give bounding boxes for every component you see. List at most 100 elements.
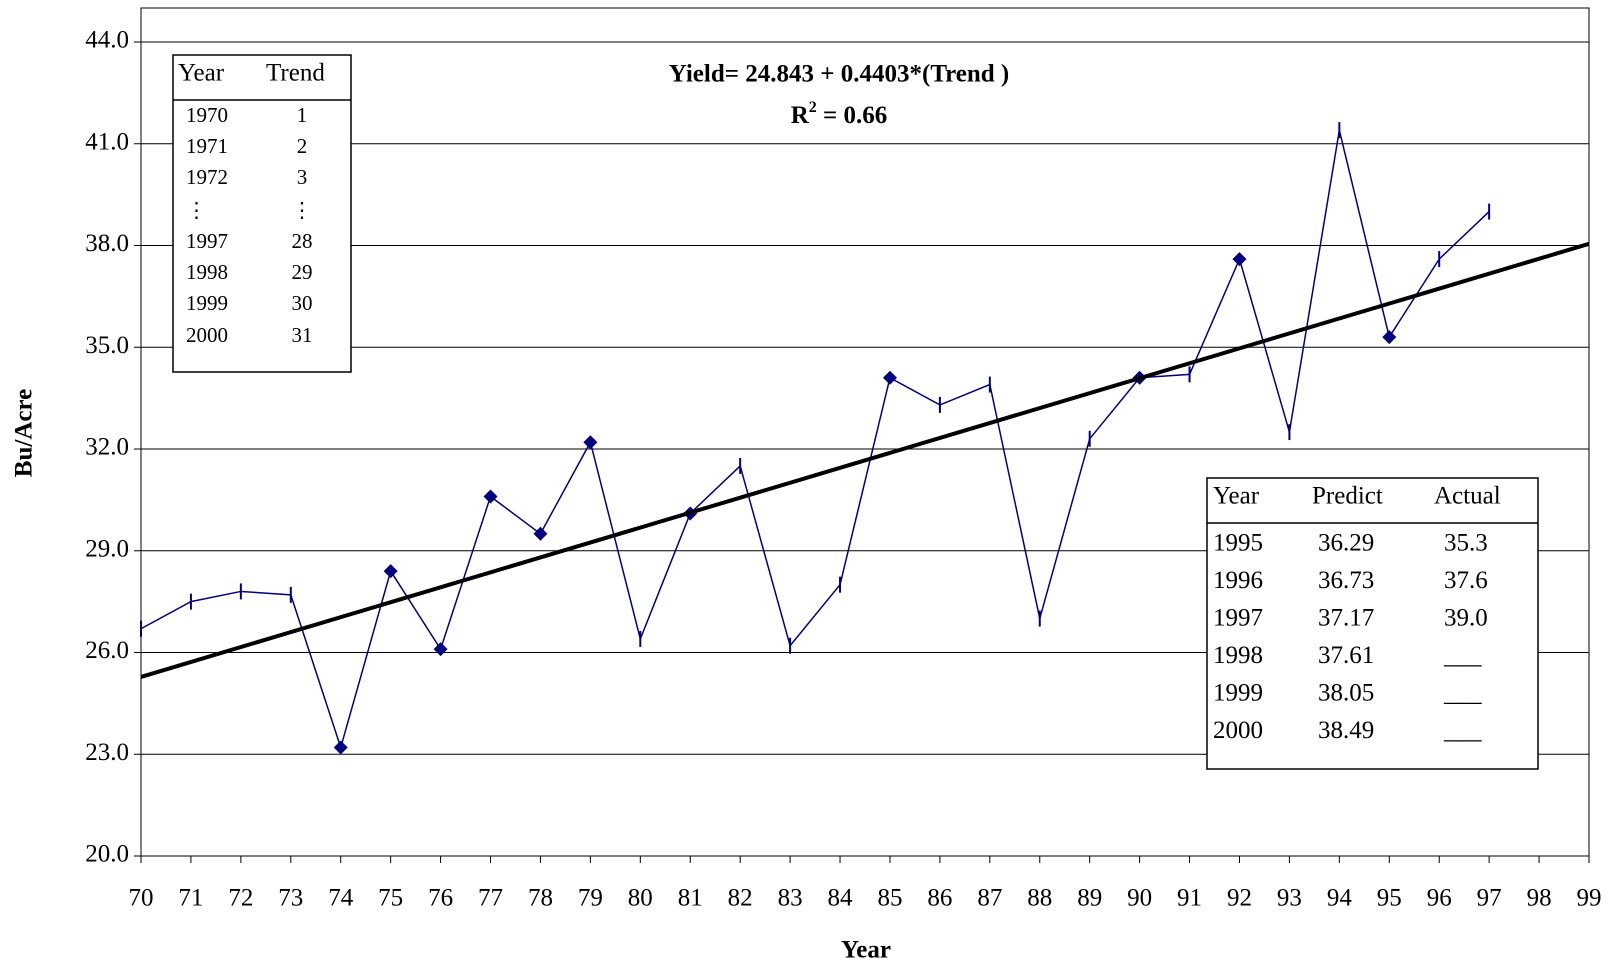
prediction-table-cell: 35.3 [1444, 530, 1488, 557]
diamond-marker [333, 740, 348, 755]
x-tick-label: 88 [1027, 885, 1052, 912]
y-tick-label: 44.0 [85, 27, 129, 54]
x-tick-label: 85 [877, 885, 902, 912]
y-tick-label: 23.0 [85, 739, 129, 766]
trend-table-cell: ⋮ [186, 198, 207, 222]
x-tick-label: 90 [1127, 885, 1152, 912]
trend-table-cell: 1972 [186, 165, 228, 189]
diamond-marker [882, 370, 897, 385]
x-tick-label: 76 [428, 885, 453, 912]
trend-table-cell: 1999 [186, 291, 228, 315]
x-tick-label: 73 [278, 885, 303, 912]
x-tick-label: 93 [1277, 885, 1302, 912]
diamond-marker [433, 642, 448, 657]
x-tick-label: 87 [977, 885, 1002, 912]
x-tick-label: 89 [1077, 885, 1102, 912]
x-tick-label: 71 [178, 885, 203, 912]
x-tick-label: 95 [1377, 885, 1402, 912]
x-tick-label: 98 [1527, 885, 1552, 912]
x-tick-label: 96 [1427, 885, 1452, 912]
tables: Year Trend 1970 1 1971 2 1972 3 ⋮ ⋮ 1997 28 1998 29 19… [178, 60, 1501, 745]
y-axis-label: Bu/Acre [11, 389, 38, 477]
prediction-table-header: Actual [1434, 483, 1501, 510]
prediction-table-cell: 36.73 [1318, 567, 1374, 594]
x-tick-label: 78 [528, 885, 553, 912]
trend-table-cell: 1970 [186, 103, 228, 127]
prediction-table-cell: ___ [1443, 680, 1482, 707]
x-tick-label: 79 [578, 885, 603, 912]
marks [140, 122, 1590, 755]
x-tick-label: 74 [328, 885, 354, 912]
r-squared-base: R [791, 102, 810, 129]
prediction-table-header: Year [1213, 483, 1260, 510]
diamond-marker [533, 526, 548, 541]
y-tick-label: 26.0 [85, 637, 129, 664]
prediction-table-cell: 1998 [1213, 642, 1263, 669]
trend-table-cell: 28 [292, 229, 313, 253]
y-tick-label: 32.0 [85, 434, 129, 461]
trend-table-cell: 2000 [186, 323, 228, 347]
prediction-table-box [1206, 477, 1539, 770]
prediction-table-cell: 2000 [1213, 717, 1263, 744]
trend-table-cell: 31 [292, 323, 313, 347]
trend-table-cell: 30 [292, 291, 313, 315]
r-squared: R2 = 0.66 [791, 99, 888, 129]
diamond-marker [583, 435, 598, 450]
y-tick-label: 29.0 [85, 535, 129, 562]
y-tick-label: 38.0 [85, 230, 129, 257]
trend-table-cell: 2 [297, 134, 308, 158]
prediction-table-cell: 36.29 [1318, 530, 1374, 557]
prediction-table-cell: ___ [1443, 717, 1482, 744]
x-tick-label: 72 [228, 885, 253, 912]
prediction-table-cell: 1999 [1213, 680, 1263, 707]
prediction-table-cell: 39.0 [1444, 605, 1488, 632]
trend-table-cell: 1998 [186, 260, 228, 284]
x-tick-label: 97 [1477, 885, 1502, 912]
prediction-table-cell: 37.6 [1444, 567, 1488, 594]
x-tick-label: 80 [628, 885, 653, 912]
prediction-table-cell: 37.17 [1318, 605, 1374, 632]
r-squared-sup: 2 [809, 99, 817, 116]
prediction-table-cell: 37.61 [1318, 642, 1374, 669]
x-tick-label: 92 [1227, 885, 1252, 912]
trend-table-cell: 1971 [186, 134, 228, 158]
trend-table-cell: 29 [292, 260, 313, 284]
trend-table-cell: 1 [297, 103, 308, 127]
series-line [140, 130, 1490, 751]
trend-table-box [172, 54, 352, 373]
x-tick-label: 75 [378, 885, 403, 912]
diamond-marker [1232, 252, 1247, 267]
prediction-table-cell: 38.49 [1318, 717, 1374, 744]
trend-line [140, 241, 1590, 679]
diamond-marker [383, 564, 398, 579]
prediction-table-cell: 1995 [1213, 530, 1263, 557]
y-tick-label: 35.0 [85, 332, 129, 359]
x-tick-label: 94 [1327, 885, 1353, 912]
x-tick-label: 70 [129, 885, 154, 912]
x-tick-label: 83 [778, 885, 803, 912]
prediction-table-header: Predict [1312, 483, 1383, 510]
prediction-table-cell: 1996 [1213, 567, 1263, 594]
x-tick-label: 86 [927, 885, 952, 912]
x-tick-label: 91 [1177, 885, 1202, 912]
x-tick-label: 81 [678, 885, 703, 912]
x-tick-label: 82 [728, 885, 753, 912]
trend-table-cell: 3 [297, 165, 308, 189]
prediction-table-cell: ___ [1443, 642, 1482, 669]
trend-table-cell: 1997 [186, 229, 228, 253]
x-tick-label: 77 [478, 885, 503, 912]
x-tick-label: 99 [1577, 885, 1602, 912]
trend-table-header: Year [178, 60, 225, 87]
prediction-table-cell: 38.05 [1318, 680, 1374, 707]
r-squared-rest: = 0.66 [817, 102, 888, 129]
y-tick-label: 20.0 [85, 841, 129, 868]
trend-table-header: Trend [266, 60, 325, 87]
x-axis-label: Year [841, 937, 891, 963]
equation: Yield= 24.843 + 0.4403*(Trend ) [669, 61, 1010, 88]
x-tick-label: 84 [828, 885, 854, 912]
trend-table-cell: ⋮ [292, 198, 313, 222]
prediction-table-cell: 1997 [1213, 605, 1263, 632]
diamond-marker [1382, 330, 1397, 345]
y-tick-label: 41.0 [85, 128, 129, 155]
